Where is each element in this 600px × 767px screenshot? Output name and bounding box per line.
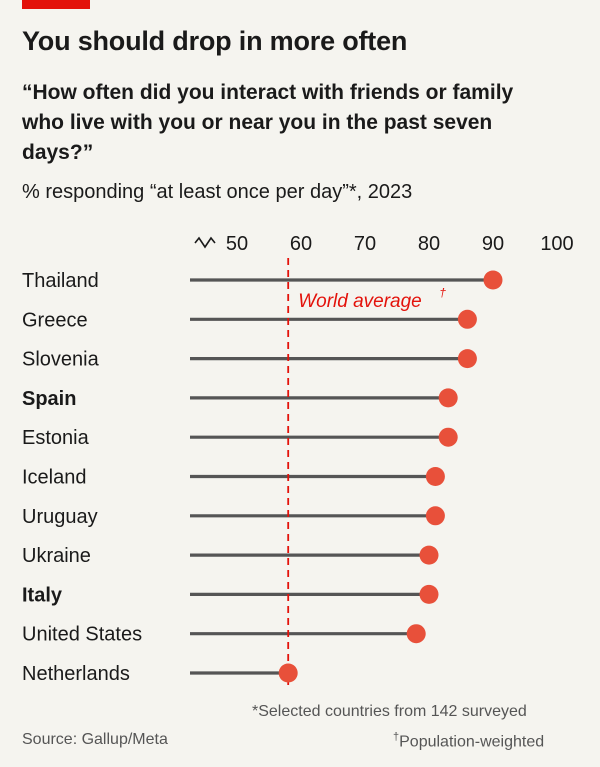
world-average-label: World average [298,291,422,312]
data-point [457,309,477,329]
x-tick-label: 50 [226,233,248,255]
chart-subtitle: “How often did you interact with friends… [22,81,514,164]
footnote-population-text: Population-weighted [399,733,545,751]
x-tick-label: 90 [482,233,504,255]
dagger-mark: † [393,731,400,743]
data-point [419,584,439,604]
world-average-dagger: † [439,286,446,300]
data-point [425,467,445,486]
chart-title: You should drop in more often [22,26,408,56]
category-label: Slovenia [22,349,100,371]
data-point [438,427,458,447]
category-label: Italy [22,584,63,606]
footnote-population: †Population-weighted [393,731,544,751]
category-label: Estonia [22,427,90,449]
brand-red-tag [22,0,90,9]
data-point [406,624,426,644]
category-label: Greece [22,309,88,331]
axis-break-icon [194,236,216,249]
category-label: Netherlands [22,663,130,685]
x-tick-label: 70 [354,233,376,255]
category-label: Spain [22,388,76,410]
category-label: United States [22,624,142,646]
category-label: Uruguay [22,506,98,528]
x-tick-label: 100 [540,233,573,255]
data-point [483,270,503,290]
source-label: Source: Gallup/Meta [22,731,168,748]
category-label: Iceland [22,467,87,489]
footnote-selected: *Selected countries from 142 surveyed [252,703,527,720]
data-point [425,506,445,526]
data-point [278,663,298,683]
data-point [419,545,439,565]
category-label: Ukraine [22,545,91,567]
category-label: Thailand [22,270,99,292]
chart-unit: % responding “at least once per day”*, 2… [22,181,413,203]
x-tick-label: 60 [290,233,312,255]
data-point [438,388,458,408]
data-point [457,349,477,369]
x-tick-label: 80 [418,233,440,255]
